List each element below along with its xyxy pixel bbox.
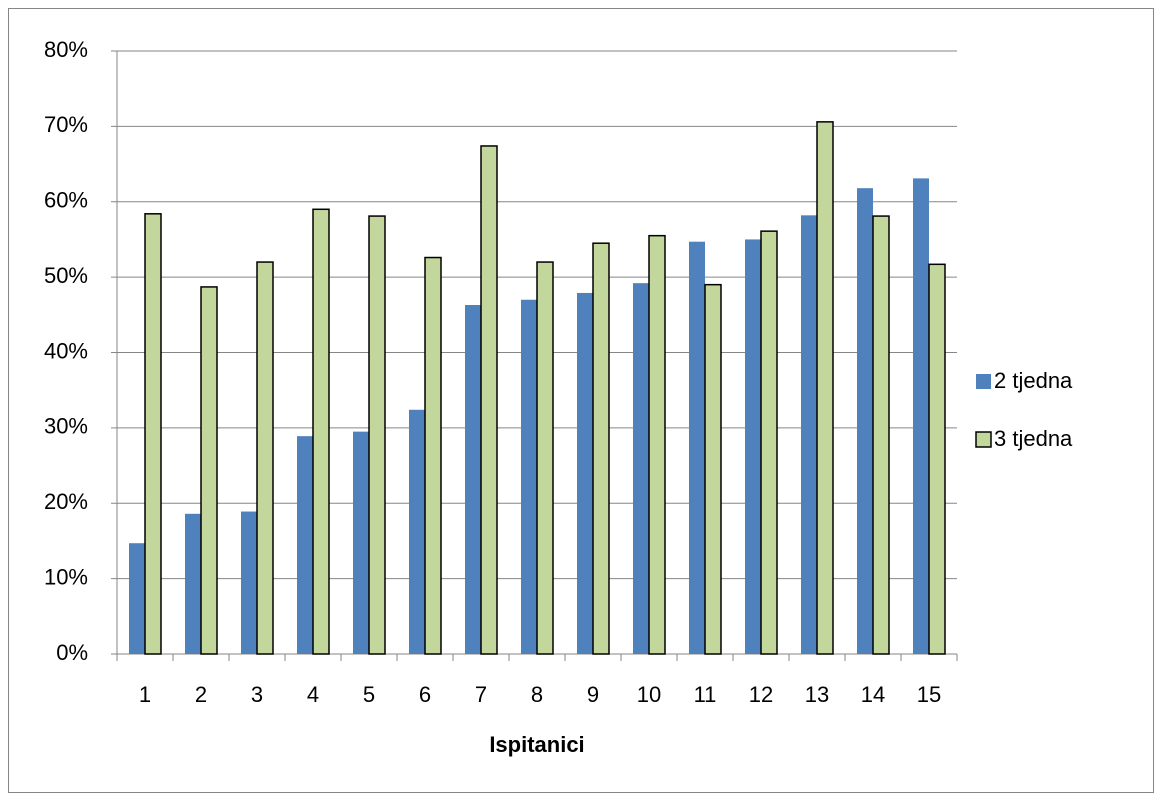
x-tick-label: 15 [917,682,941,707]
bar [745,239,761,654]
x-tick-label: 7 [475,682,487,707]
bar [760,230,778,655]
bar [200,286,218,655]
x-tick-label: 8 [531,682,543,707]
y-tick-label: 20% [44,489,88,514]
bar [816,121,834,655]
bar [424,256,442,655]
bar [353,431,369,654]
y-tick-label: 0% [56,640,88,665]
x-tick-label: 1 [139,682,151,707]
bar [872,215,890,655]
bar [480,145,498,655]
x-tick-label: 10 [637,682,661,707]
x-tick-label: 14 [861,682,885,707]
bar [185,513,201,654]
bar [312,208,330,655]
bar [368,215,386,655]
legend-label: 2 tjedna [994,368,1073,393]
x-tick-label: 12 [749,682,773,707]
bar [241,511,257,654]
y-tick-label: 50% [44,263,88,288]
bar [521,299,537,654]
y-tick-label: 80% [44,37,88,62]
x-tick-label: 13 [805,682,829,707]
x-tick-label: 3 [251,682,263,707]
bar [801,215,817,654]
bar [577,292,593,654]
x-tick-label: 6 [419,682,431,707]
bar [689,241,705,655]
x-tick-label: 11 [694,682,717,707]
legend-label: 3 tjedna [994,426,1073,451]
x-axis-title: Ispitanici [489,732,584,757]
bar [913,178,929,655]
y-tick-label: 70% [44,112,88,137]
bar [144,213,162,655]
x-tick-label: 4 [307,682,319,707]
bar [129,543,145,654]
bar [465,305,481,654]
legend-swatch [976,374,991,389]
bar [704,283,722,655]
x-tick-label: 2 [195,682,207,707]
y-tick-label: 40% [44,338,88,363]
bar [409,409,425,654]
bar [928,263,946,655]
bar [857,188,873,654]
y-tick-label: 60% [44,188,88,213]
y-tick-label: 30% [44,414,88,439]
x-tick-label: 5 [363,682,375,707]
bar [297,436,313,654]
bar [648,234,666,655]
bar [536,261,554,655]
y-tick-label: 10% [44,564,88,589]
bar [633,283,649,654]
bar [256,261,274,655]
bar [592,242,610,655]
x-tick-label: 9 [587,682,599,707]
legend-swatch [975,431,992,448]
